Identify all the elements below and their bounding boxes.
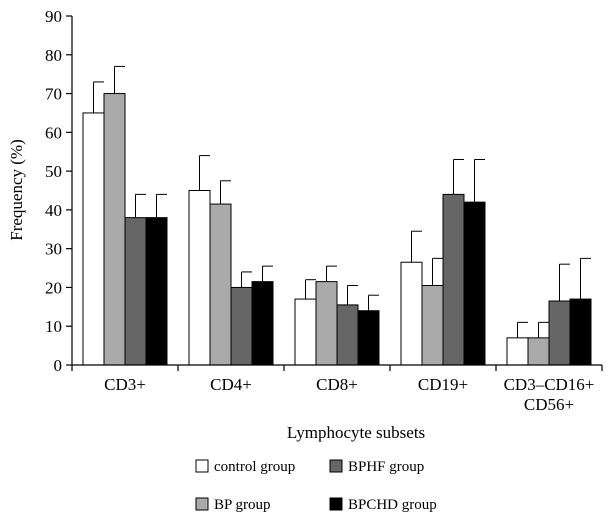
y-tick-label: 0: [54, 356, 63, 375]
bar: [463, 201, 486, 366]
bar: [400, 261, 423, 366]
y-tick-label: 70: [45, 85, 62, 104]
x-axis-title: Lymphocyte subsets: [287, 423, 425, 442]
y-tick-label: 90: [45, 7, 62, 26]
category-label: CD4+: [210, 375, 252, 394]
bar: [548, 300, 571, 366]
bar: [82, 112, 105, 366]
legend-swatch: [195, 459, 209, 473]
axes: [71, 16, 603, 371]
y-tick-label: 20: [45, 278, 62, 297]
bar: [421, 285, 444, 366]
y-axis-title: Frequency (%): [7, 139, 26, 241]
legend-label: BPHF group: [348, 459, 424, 475]
bar: [442, 193, 465, 366]
y-tick-label: 30: [45, 240, 62, 259]
legend: control group BP group BPHF group BPCHD gro…: [195, 459, 437, 513]
category-label: CD19+: [418, 375, 468, 394]
legend-swatch: [329, 497, 343, 511]
bar: [569, 298, 592, 366]
bar: [336, 304, 359, 366]
category-label: CD3+: [104, 375, 146, 394]
bars: [82, 65, 592, 366]
category-labels: CD3+ CD4+ CD8+ CD19+ CD3–CD16+CD56+: [104, 375, 594, 414]
y-tick-label: 10: [45, 317, 62, 336]
y-axis-ticks: 0 10 20 30 40 50 60 70 80 90: [45, 7, 72, 375]
bar: [124, 217, 147, 366]
bar: [209, 203, 232, 366]
legend-label: BP group: [214, 497, 271, 513]
bar: [145, 217, 168, 366]
legend-swatch: [195, 497, 209, 511]
category-label: CD8+: [316, 375, 358, 394]
legend-swatch: [329, 459, 343, 473]
y-tick-label: 40: [45, 201, 62, 220]
bar: [315, 281, 338, 366]
legend-label: control group: [214, 459, 295, 475]
y-tick-label: 80: [45, 46, 62, 65]
y-tick-label: 60: [45, 123, 62, 142]
bar: [103, 93, 126, 366]
bar: [527, 337, 550, 366]
legend-label: BPCHD group: [348, 497, 437, 513]
category-label: CD56+: [524, 395, 574, 414]
bar: [230, 286, 253, 366]
bar: [294, 298, 317, 366]
bar: [188, 190, 211, 366]
category-label: CD3–CD16+: [504, 375, 595, 394]
bar: [251, 281, 274, 366]
bar: [506, 337, 529, 366]
y-tick-label: 50: [45, 162, 62, 181]
bar: [357, 310, 380, 366]
